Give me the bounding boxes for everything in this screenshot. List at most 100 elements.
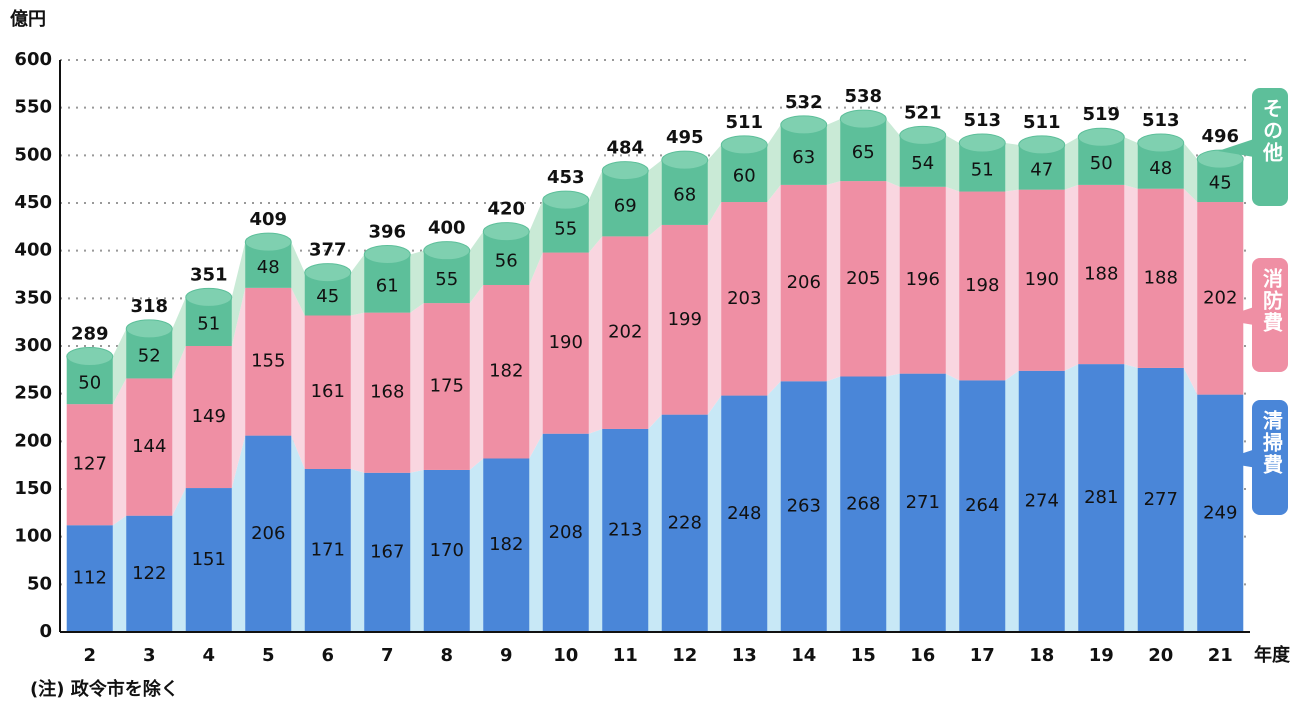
data-label: 54 — [911, 153, 934, 174]
data-label: 202 — [608, 322, 642, 343]
data-label: 50 — [78, 372, 101, 393]
data-label: 264 — [965, 495, 999, 516]
bar-cap — [780, 115, 828, 135]
bar-segment — [304, 315, 351, 469]
total-label: 400 — [428, 218, 466, 239]
data-label: 248 — [727, 503, 761, 524]
legend-label: 清掃費 — [1260, 409, 1284, 476]
bar-segment — [1197, 202, 1244, 395]
total-label: 511 — [1023, 112, 1061, 133]
total-label: 484 — [606, 138, 644, 159]
data-label: 55 — [554, 218, 577, 239]
bars: 112 122 151 206 171 167 170 182 208 213 228 248 263 2… — [66, 109, 1244, 632]
data-label: 213 — [608, 519, 642, 540]
data-label: 52 — [138, 346, 161, 367]
data-label: 167 — [370, 541, 404, 562]
x-tick-label: 17 — [970, 645, 995, 666]
bar-cap — [304, 263, 352, 283]
data-label: 112 — [73, 568, 107, 589]
total-label: 495 — [666, 127, 704, 148]
bar-segment — [542, 433, 589, 632]
total-label: 318 — [130, 296, 168, 317]
x-tick-label: 8 — [440, 645, 453, 666]
bar-segment — [661, 414, 708, 632]
x-tick-label: 19 — [1089, 645, 1114, 666]
data-label: 127 — [73, 454, 107, 475]
y-tick-label: 100 — [14, 526, 52, 547]
data-label: 271 — [906, 492, 940, 513]
x-tick-label: 7 — [381, 645, 394, 666]
bar-cap — [1077, 127, 1125, 147]
total-label: 420 — [487, 199, 525, 220]
bar-segment — [780, 124, 827, 185]
data-label: 149 — [192, 406, 226, 427]
bar-cap — [661, 150, 709, 170]
legend-pointer — [1218, 307, 1254, 325]
bar-segment — [185, 488, 232, 632]
data-label: 196 — [906, 269, 940, 290]
bar-segment — [840, 181, 887, 377]
data-label: 51 — [197, 314, 220, 335]
data-label: 47 — [1030, 159, 1053, 180]
bar-segment — [721, 395, 768, 632]
bar-cap — [839, 109, 887, 129]
data-label: 56 — [495, 250, 518, 271]
bar-segment — [1137, 188, 1184, 368]
data-label: 206 — [787, 272, 821, 293]
x-tick-label: 9 — [500, 645, 513, 666]
data-label: 50 — [1090, 153, 1113, 174]
total-label: 351 — [190, 264, 228, 285]
data-label: 188 — [1084, 264, 1118, 285]
total-label: 511 — [725, 112, 763, 133]
total-label: 453 — [547, 167, 585, 188]
x-tick-label: 5 — [262, 645, 275, 666]
data-label: 65 — [852, 142, 875, 163]
data-label: 151 — [192, 549, 226, 570]
legend-pointer — [1218, 449, 1254, 468]
legend-tab — [1252, 88, 1288, 206]
x-tick-label: 4 — [202, 645, 215, 666]
bar-segment — [959, 191, 1006, 381]
bar-segment — [542, 252, 589, 434]
bar-segment — [364, 472, 411, 632]
data-label: 277 — [1144, 489, 1178, 510]
legend-label: 消防費 — [1260, 267, 1284, 334]
x-tick-label: 2 — [83, 645, 96, 666]
x-tick-label: 21 — [1208, 645, 1233, 666]
total-label: 538 — [844, 86, 882, 107]
bar-segment — [661, 224, 708, 415]
y-tick-label: 200 — [14, 430, 52, 451]
data-label: 199 — [668, 309, 702, 330]
bar-segment — [602, 170, 649, 237]
bar-segment — [721, 202, 768, 396]
bar-segment — [602, 428, 649, 632]
x-tick-label: 11 — [613, 645, 638, 666]
y-tick-label: 550 — [14, 97, 52, 118]
x-axis-label: 年度 — [1254, 644, 1291, 666]
data-label: 48 — [257, 257, 280, 278]
data-label: 263 — [787, 496, 821, 517]
band-area — [66, 364, 1244, 632]
bar-cap — [1196, 149, 1244, 169]
x-tick-label: 12 — [672, 645, 697, 666]
legend-tab — [1252, 400, 1288, 515]
total-label: 496 — [1201, 126, 1239, 147]
data-label: 48 — [1149, 158, 1172, 179]
bar-cap — [363, 244, 411, 264]
band-area — [66, 119, 1244, 405]
data-label: 69 — [614, 195, 637, 216]
x-tick-label: 3 — [143, 645, 156, 666]
x-tick-label: 20 — [1148, 645, 1173, 666]
data-label: 206 — [251, 523, 285, 544]
bar-cap — [542, 190, 590, 210]
data-label: 190 — [1025, 269, 1059, 290]
bar-segment — [602, 236, 649, 429]
bar-segment — [1197, 394, 1244, 632]
y-tick-label: 250 — [14, 383, 52, 404]
bar-cap — [958, 133, 1006, 153]
data-label: 171 — [311, 539, 345, 560]
bar-segment — [126, 515, 173, 632]
data-label: 122 — [132, 563, 166, 584]
bar-cap — [1018, 135, 1066, 155]
